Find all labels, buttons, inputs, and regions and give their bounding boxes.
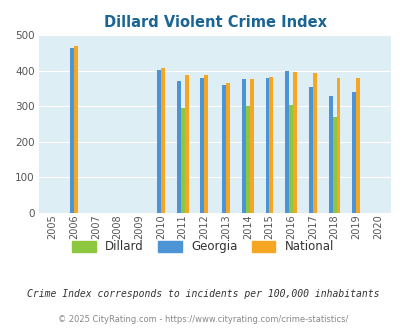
Legend: Dillard, Georgia, National: Dillard, Georgia, National <box>67 236 338 258</box>
Bar <box>226 83 229 213</box>
Bar <box>204 76 208 213</box>
Bar <box>269 77 273 213</box>
Bar <box>285 71 288 213</box>
Bar <box>157 70 161 213</box>
Text: Crime Index corresponds to incidents per 100,000 inhabitants: Crime Index corresponds to incidents per… <box>27 289 378 299</box>
Bar <box>356 78 359 213</box>
Title: Dillard Violent Crime Index: Dillard Violent Crime Index <box>104 15 326 30</box>
Bar <box>184 76 188 213</box>
Bar <box>200 78 204 213</box>
Bar <box>222 85 226 213</box>
Bar <box>74 46 78 213</box>
Bar <box>292 72 296 213</box>
Bar <box>180 108 184 213</box>
Text: © 2025 CityRating.com - https://www.cityrating.com/crime-statistics/: © 2025 CityRating.com - https://www.city… <box>58 315 347 324</box>
Bar <box>245 106 249 213</box>
Bar <box>241 79 245 213</box>
Bar <box>328 96 332 213</box>
Bar <box>249 80 253 213</box>
Bar <box>332 117 336 213</box>
Bar <box>312 73 316 213</box>
Bar <box>70 48 74 213</box>
Bar <box>265 78 269 213</box>
Bar <box>161 68 164 213</box>
Bar <box>177 81 180 213</box>
Bar <box>336 78 340 213</box>
Bar <box>308 87 312 213</box>
Bar <box>288 105 292 213</box>
Bar <box>352 92 356 213</box>
